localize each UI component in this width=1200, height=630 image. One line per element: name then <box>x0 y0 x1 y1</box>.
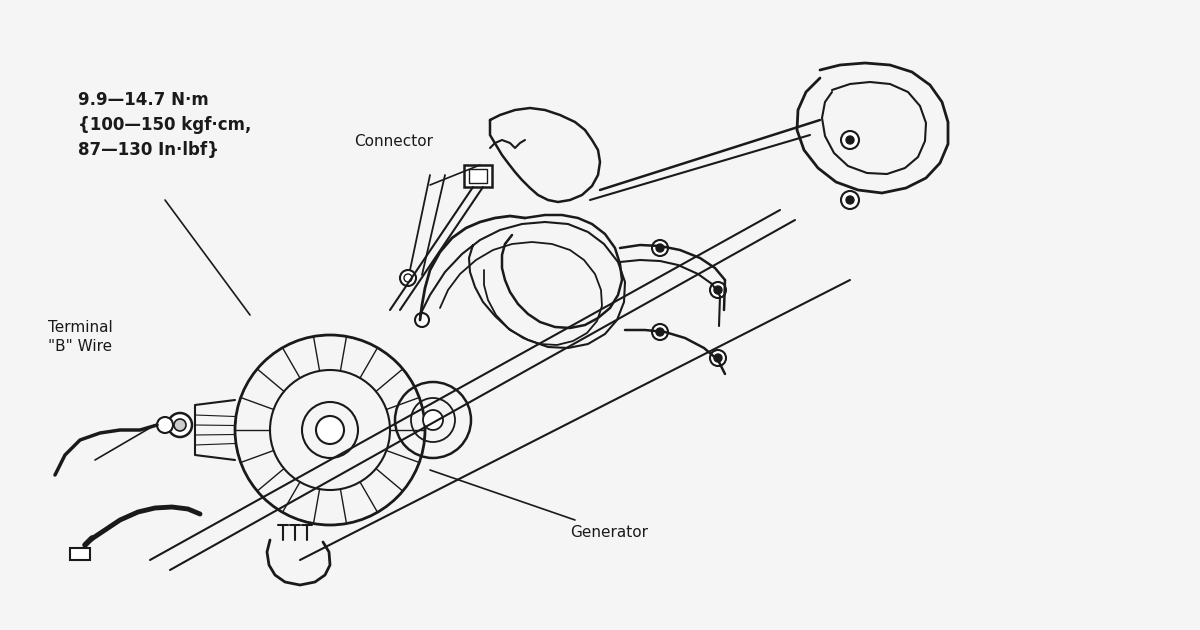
Circle shape <box>714 286 722 294</box>
Circle shape <box>846 136 854 144</box>
Circle shape <box>174 419 186 431</box>
Circle shape <box>652 324 668 340</box>
Circle shape <box>710 350 726 366</box>
Text: Generator: Generator <box>570 525 648 540</box>
Text: 9.9—14.7 N·m
{100—150 kgf·cm,
87—130 In·lbf}: 9.9—14.7 N·m {100—150 kgf·cm, 87—130 In·… <box>78 91 251 159</box>
Circle shape <box>714 354 722 362</box>
Circle shape <box>656 328 664 336</box>
Bar <box>464 165 492 187</box>
Circle shape <box>841 191 859 209</box>
Circle shape <box>400 270 416 286</box>
Circle shape <box>846 196 854 204</box>
Circle shape <box>841 131 859 149</box>
Text: Terminal
"B" Wire: Terminal "B" Wire <box>48 319 113 355</box>
Bar <box>70 548 90 560</box>
Circle shape <box>656 244 664 252</box>
Circle shape <box>652 240 668 256</box>
Circle shape <box>316 416 344 444</box>
Text: Connector: Connector <box>354 134 433 149</box>
Circle shape <box>168 413 192 437</box>
Circle shape <box>415 313 430 327</box>
Circle shape <box>710 282 726 298</box>
Circle shape <box>157 417 173 433</box>
Circle shape <box>424 410 443 430</box>
Bar <box>469 169 487 183</box>
